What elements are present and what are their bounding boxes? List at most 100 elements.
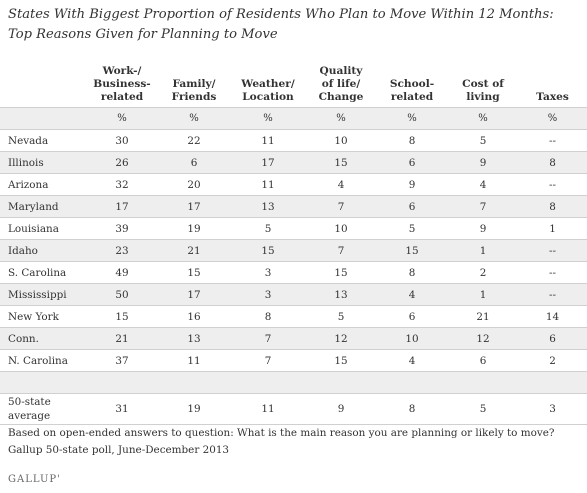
value-cell: 3 xyxy=(230,261,306,284)
value-cell: 4 xyxy=(448,173,518,196)
value-cell: 19 xyxy=(158,217,230,240)
value-cell: 15 xyxy=(306,261,376,284)
header-state xyxy=(0,59,86,108)
value-cell: 1 xyxy=(448,239,518,262)
value-cell: 26 xyxy=(86,151,158,174)
state-name: N. Carolina xyxy=(0,349,86,372)
value-cell: 2 xyxy=(448,261,518,284)
value-cell: 6 xyxy=(376,151,448,174)
value-cell: 20 xyxy=(158,173,230,196)
value-cell: 19 xyxy=(158,393,230,425)
state-name: Illinois xyxy=(0,151,86,174)
header-row: Work-/Business-related Family/Friends We… xyxy=(0,59,587,108)
value-cell: 12 xyxy=(306,327,376,350)
value-cell: 32 xyxy=(86,173,158,196)
value-cell: 23 xyxy=(86,239,158,262)
value-cell: 7 xyxy=(306,239,376,262)
page-title: States With Biggest Proportion of Reside… xyxy=(8,5,583,45)
value-cell: 13 xyxy=(230,195,306,218)
value-cell: 5 xyxy=(230,217,306,240)
value-cell: 5 xyxy=(448,393,518,425)
state-name: Nevada xyxy=(0,129,86,152)
value-cell: 11 xyxy=(230,129,306,152)
state-name: S. Carolina xyxy=(0,261,86,284)
value-cell: 15 xyxy=(376,239,448,262)
unit-cell: % xyxy=(158,107,230,130)
value-cell: 1 xyxy=(518,217,587,240)
value-cell: 7 xyxy=(448,195,518,218)
spacer-row xyxy=(0,371,587,394)
value-cell: 1 xyxy=(448,283,518,306)
value-cell: -- xyxy=(518,239,587,262)
value-cell: 22 xyxy=(158,129,230,152)
value-cell: 9 xyxy=(306,393,376,425)
value-cell: 39 xyxy=(86,217,158,240)
value-cell: 8 xyxy=(376,129,448,152)
state-name: Arizona xyxy=(0,173,86,196)
header-weather: Weather/Location xyxy=(241,78,295,103)
table-row: Mississippi 50 17 3 13 4 1 -- xyxy=(0,283,587,306)
value-cell: 9 xyxy=(448,217,518,240)
state-name: Mississippi xyxy=(0,283,86,306)
value-cell: 4 xyxy=(376,283,448,306)
unit-cell: % xyxy=(86,107,158,130)
value-cell: 8 xyxy=(230,305,306,328)
average-label: 50-state average xyxy=(0,393,86,425)
value-cell: 15 xyxy=(306,151,376,174)
state-name: Idaho xyxy=(0,239,86,262)
state-name: Louisiana xyxy=(0,217,86,240)
value-cell: 21 xyxy=(158,239,230,262)
value-cell: 8 xyxy=(518,151,587,174)
value-cell: 6 xyxy=(448,349,518,372)
table-row: Conn. 21 13 7 12 10 12 6 xyxy=(0,327,587,350)
header-cost: Cost of living xyxy=(462,78,504,103)
value-cell: 17 xyxy=(230,151,306,174)
average-row: 50-state average 31 19 11 9 8 5 3 xyxy=(0,393,587,425)
value-cell: 50 xyxy=(86,283,158,306)
value-cell: 15 xyxy=(306,349,376,372)
unit-cell: % xyxy=(376,107,448,130)
table-row: N. Carolina 37 11 7 15 4 6 2 xyxy=(0,349,587,372)
value-cell: 3 xyxy=(230,283,306,306)
value-cell: 15 xyxy=(86,305,158,328)
unit-cell: % xyxy=(448,107,518,130)
value-cell: 5 xyxy=(376,217,448,240)
value-cell: 6 xyxy=(376,305,448,328)
value-cell: -- xyxy=(518,261,587,284)
value-cell: 2 xyxy=(518,349,587,372)
table-row: Illinois 26 6 17 15 6 9 8 xyxy=(0,151,587,174)
gallup-logo: GALLUP' xyxy=(8,474,61,485)
header-school: School-related xyxy=(389,78,435,103)
unit-cell: % xyxy=(306,107,376,130)
header-family: Family/Friends xyxy=(171,78,217,103)
title-line-2: Top Reasons Given for Planning to Move xyxy=(8,27,278,42)
value-cell: 3 xyxy=(518,393,587,425)
value-cell: 30 xyxy=(86,129,158,152)
value-cell: 12 xyxy=(448,327,518,350)
value-cell: 15 xyxy=(230,239,306,262)
value-cell: 6 xyxy=(376,195,448,218)
footnote-line-1: Based on open-ended answers to question:… xyxy=(8,427,555,439)
value-cell: 11 xyxy=(230,393,306,425)
footnote-line-2: Gallup 50-state poll, June-December 2013 xyxy=(8,444,230,456)
footnote: Based on open-ended answers to question:… xyxy=(8,425,583,459)
unit-cell: % xyxy=(518,107,587,130)
header-work: Work-/Business-related xyxy=(93,65,151,103)
state-name: New York xyxy=(0,305,86,328)
value-cell: 4 xyxy=(306,173,376,196)
value-cell: 14 xyxy=(518,305,587,328)
value-cell: 5 xyxy=(306,305,376,328)
units-row: % % % % % % % xyxy=(0,107,587,130)
value-cell: 17 xyxy=(86,195,158,218)
value-cell: 10 xyxy=(376,327,448,350)
value-cell: 21 xyxy=(86,327,158,350)
state-name: Conn. xyxy=(0,327,86,350)
value-cell: 9 xyxy=(376,173,448,196)
table-row: Maryland 17 17 13 7 6 7 8 xyxy=(0,195,587,218)
value-cell: 17 xyxy=(158,195,230,218)
value-cell: 6 xyxy=(158,151,230,174)
table-row: Louisiana 39 19 5 10 5 9 1 xyxy=(0,217,587,240)
value-cell: 15 xyxy=(158,261,230,284)
value-cell: 9 xyxy=(448,151,518,174)
